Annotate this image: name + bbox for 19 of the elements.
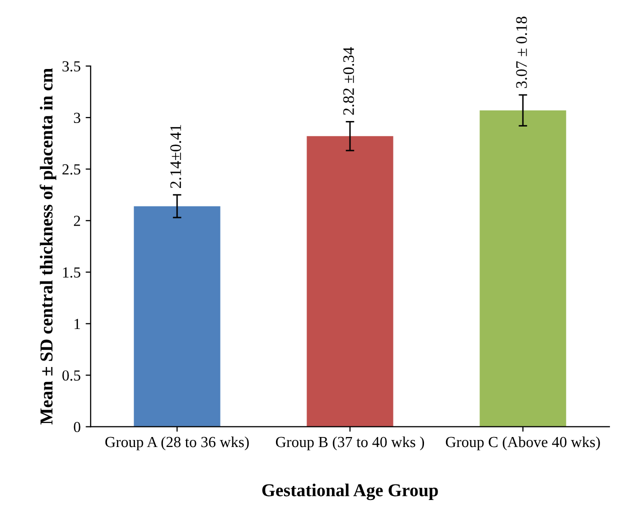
y-tick-label: 3 <box>74 112 80 124</box>
y-tick-label: 2.5 <box>62 164 80 175</box>
y-tick-label: 1.5 <box>63 267 80 278</box>
x-axis-title: Gestational Age Group <box>262 484 438 500</box>
data-label: 2.82 ±0.34 <box>343 47 354 115</box>
y-tick-label: 3.5 <box>62 61 80 72</box>
data-label: 2.14±0.41 <box>170 124 182 188</box>
y-tick-label: 2 <box>74 216 80 226</box>
x-tick-label: Group B (37 to 40 wks ) <box>276 436 424 450</box>
x-tick-label: Group C (Above 40 wks) <box>446 436 600 450</box>
data-label: 3.07 ± 0.18 <box>516 16 527 88</box>
y-axis-title: Mean ± SD central thickness of placenta in cm <box>40 68 56 425</box>
x-tick-label: Group A (28 to 36 wks) <box>105 436 249 450</box>
bar <box>306 136 394 427</box>
y-tick-label: 0 <box>74 422 80 432</box>
bar <box>480 110 566 427</box>
y-tick-label: 0.5 <box>62 370 80 381</box>
y-tick-label: 1 <box>74 318 80 329</box>
bar <box>134 206 220 427</box>
